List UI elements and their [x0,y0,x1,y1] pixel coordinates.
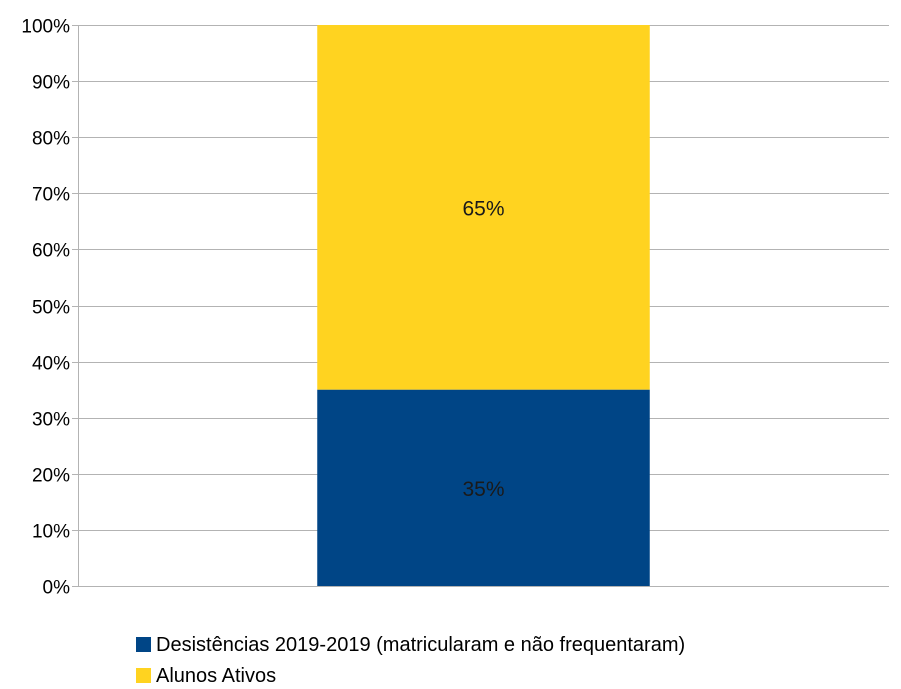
data-label-2: 65% [462,197,504,220]
y-tick-label: 20% [32,466,70,487]
legend-swatch-2 [136,668,151,683]
bars [317,25,650,586]
y-tick-label: 80% [32,129,70,150]
y-axis-ticks: 0% 10% 20% 30% 40% 50% 60% 70% 80% 90% 100% [21,17,70,599]
axes [72,25,889,587]
y-tick-label: 50% [32,298,70,319]
bar-segment-1 [317,389,650,586]
y-tick-label: 100% [21,17,70,38]
y-tick-label: 30% [32,410,70,431]
bar-segment-2 [317,25,650,390]
y-tick-label: 70% [32,185,70,206]
data-labels: 35% 65% [462,197,504,501]
legend-label-2: Alunos Ativos [156,665,276,687]
y-tick-label: 40% [32,354,70,375]
y-tick-label: 90% [32,73,70,94]
data-label-1: 35% [462,478,504,501]
legend-swatch-1 [136,637,151,652]
legend: Desistências 2019-2019 (matricularam e n… [136,634,685,687]
y-tick-label: 60% [32,241,70,262]
y-tick-label: 0% [43,578,71,599]
legend-label-1: Desistências 2019-2019 (matricularam e n… [156,634,685,656]
y-tick-label: 10% [32,522,70,543]
